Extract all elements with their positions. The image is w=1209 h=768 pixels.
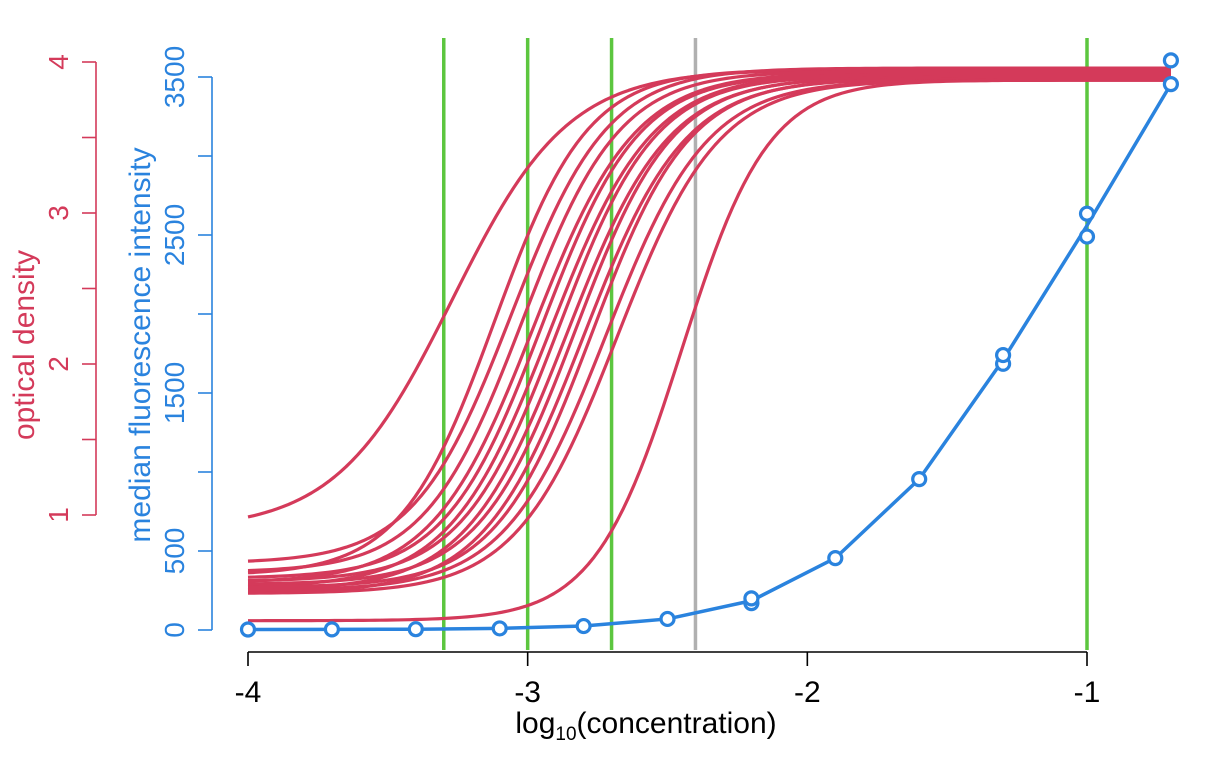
mfi-tick-label: 0 [159, 622, 190, 638]
x-axis-title-subscript: 10 [555, 724, 576, 745]
od-curve-12 [247, 78, 1171, 592]
mfi-axis: 0 500 1500 2500 3500 [159, 46, 213, 638]
od-tick-label: 1 [43, 507, 74, 523]
mfi-point-9 [911, 471, 928, 488]
mfi-line [247, 83, 1173, 632]
od-curves [247, 66, 1171, 623]
mfi-point-12 [1078, 228, 1096, 245]
mfi-tick-label: 1500 [159, 362, 190, 424]
od-curve-1 [247, 67, 1171, 575]
od-axis-title: optical density [8, 250, 41, 440]
mfi-point-2 [407, 621, 424, 638]
mfi-point-14 [1162, 76, 1180, 93]
mfi-point-15 [1162, 52, 1180, 69]
mfi-point-13 [1078, 205, 1096, 222]
mfi-point-3 [491, 620, 508, 637]
mfi-axis-title: median fluorescence intensity [124, 147, 157, 542]
od-curve-11 [247, 77, 1171, 589]
od-curve-13 [247, 78, 1171, 595]
x-tick-label: -2 [794, 676, 821, 709]
od-tick-label: 2 [43, 356, 74, 372]
od-curve-10 [247, 77, 1171, 595]
mfi-series [239, 52, 1180, 638]
mfi-point-5 [659, 610, 676, 628]
mfi-point-0 [239, 621, 257, 638]
od-curve-3 [247, 69, 1171, 573]
vertical-lines [442, 38, 1089, 650]
od-tick-label: 3 [43, 205, 74, 221]
x-axis-title: log10(concentration) [515, 707, 776, 745]
mfi-point-7 [743, 590, 760, 607]
x-tick-label: -4 [235, 676, 262, 709]
mfi-point-11 [994, 346, 1012, 364]
mfi-point-8 [827, 550, 844, 567]
mfi-tick-label: 500 [159, 528, 190, 575]
mfi-point-1 [323, 621, 340, 638]
x-tick-label: -1 [1074, 676, 1101, 709]
od-axis: 1 2 3 4 [43, 54, 97, 523]
od-tick-label: 4 [43, 54, 74, 70]
x-axis: -4 -3 -2 -1 [235, 651, 1101, 709]
od-curve-2 [247, 66, 1171, 563]
od-curve-4 [247, 70, 1171, 583]
x-tick-label: -3 [514, 676, 541, 709]
mfi-tick-label: 2500 [159, 204, 190, 266]
od-curve-14 [247, 78, 1171, 623]
mfi-tick-label: 3500 [159, 46, 190, 108]
mfi-point-4 [575, 617, 592, 635]
